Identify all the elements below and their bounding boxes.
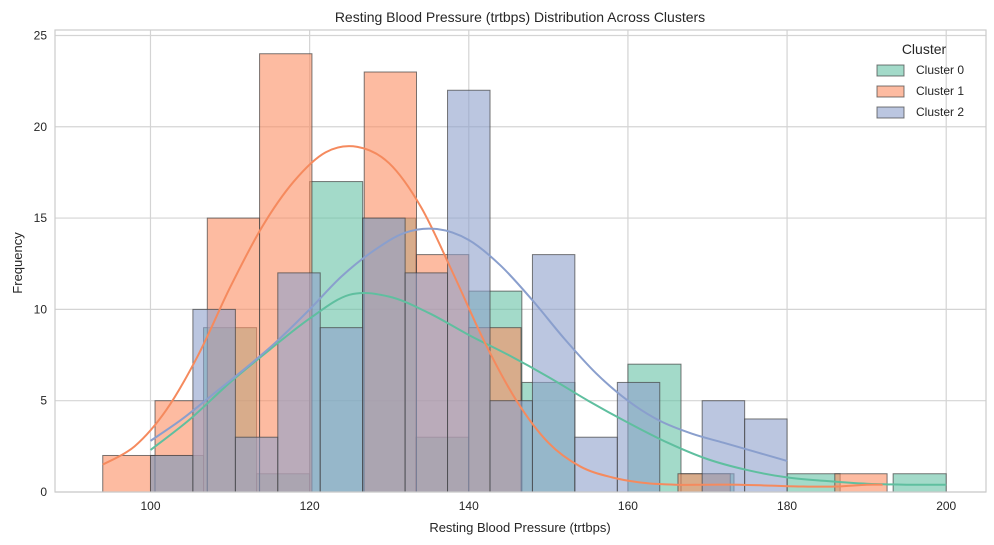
histogram-bar: [102, 454, 156, 493]
kde-curve-series-0: [149, 291, 947, 486]
histogram-bar: [404, 272, 449, 493]
legend-swatch: [876, 64, 905, 77]
legend-swatch: [876, 85, 905, 98]
histogram-bars: [102, 53, 947, 493]
histogram-bar: [531, 254, 576, 493]
x-tick-label: 180: [777, 499, 797, 513]
x-tick-label: 140: [459, 499, 479, 513]
histogram-bar: [319, 327, 364, 493]
histogram-bar: [149, 454, 194, 493]
plot-frame: [54, 29, 987, 493]
y-axis-label: Frequency: [10, 232, 25, 294]
y-tick-label: 15: [34, 211, 48, 225]
kde-curves: [102, 145, 947, 488]
plot-area: [54, 29, 987, 493]
histogram-bar: [192, 308, 236, 493]
histogram-bar: [892, 473, 947, 493]
y-tick-label: 25: [34, 28, 48, 42]
legend-title: Cluster: [902, 41, 947, 57]
x-tick-label: 120: [300, 499, 320, 513]
x-tick-label: 200: [936, 499, 956, 513]
histogram-bar: [574, 436, 618, 493]
kde-curve-series-1: [102, 145, 883, 488]
bars-series-2: [149, 89, 788, 493]
y-tick-label: 20: [34, 120, 48, 134]
legend: Cluster Cluster 0 Cluster 1 Cluster 2: [876, 41, 964, 119]
y-tick-label: 5: [40, 394, 47, 408]
legend-label: Cluster 1: [916, 84, 964, 98]
y-axis-ticks: 0 5 10 15 20 25: [34, 28, 48, 499]
x-axis-label: Resting Blood Pressure (trtbps): [429, 520, 610, 535]
histogram-bar: [362, 217, 406, 493]
y-tick-label: 10: [34, 302, 48, 316]
x-tick-label: 100: [140, 499, 160, 513]
legend-items: Cluster 0 Cluster 1 Cluster 2: [876, 63, 964, 119]
legend-label: Cluster 0: [916, 63, 964, 77]
chart-title: Resting Blood Pressure (trtbps) Distribu…: [335, 9, 705, 25]
histogram-bar: [786, 473, 841, 493]
histogram-bar: [447, 89, 491, 493]
legend-swatch: [876, 106, 905, 119]
x-tick-label: 160: [618, 499, 638, 513]
kde-curve-series-2: [149, 227, 788, 462]
y-tick-label: 0: [40, 485, 47, 499]
histogram-bar: [616, 381, 661, 493]
histogram-bar: [489, 400, 533, 493]
legend-label: Cluster 2: [916, 105, 964, 119]
histogram-bar: [234, 436, 279, 493]
x-axis-ticks: 100 120 140 160 180 200: [140, 499, 956, 513]
